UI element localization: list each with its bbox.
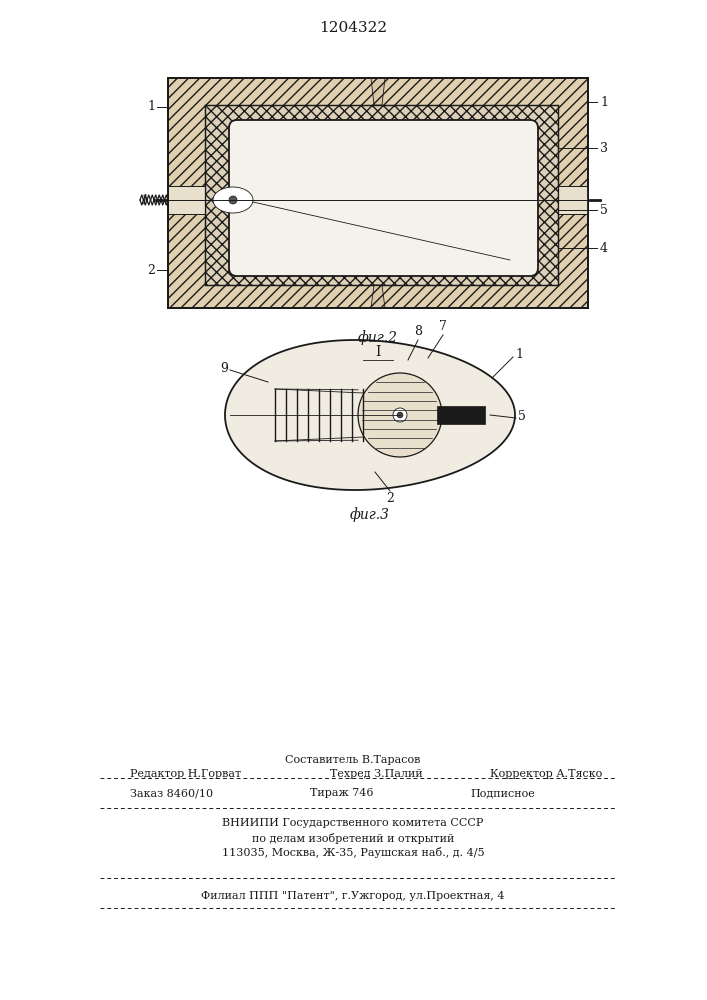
Text: Техред З.Палий: Техред З.Палий <box>330 769 423 779</box>
Text: 3: 3 <box>600 141 608 154</box>
Polygon shape <box>437 406 485 424</box>
Polygon shape <box>558 200 588 214</box>
Text: 2: 2 <box>386 492 394 505</box>
Text: 4: 4 <box>600 241 608 254</box>
Polygon shape <box>168 200 588 308</box>
Text: по делам изобретений и открытий: по делам изобретений и открытий <box>252 832 454 844</box>
Polygon shape <box>225 340 515 490</box>
Polygon shape <box>371 285 385 308</box>
Text: 8: 8 <box>414 325 422 338</box>
Circle shape <box>397 412 403 418</box>
Polygon shape <box>168 78 588 200</box>
Text: ВНИИПИ Государственного комитета СССР: ВНИИПИ Государственного комитета СССР <box>222 818 484 828</box>
Circle shape <box>393 408 407 422</box>
Text: Составитель В.Тарасов: Составитель В.Тарасов <box>286 755 421 765</box>
Text: 1204322: 1204322 <box>319 21 387 35</box>
Text: фиг.3: фиг.3 <box>350 507 390 522</box>
Circle shape <box>358 373 442 457</box>
Text: Подписное: Подписное <box>470 788 534 798</box>
Text: 113035, Москва, Ж-35, Раушская наб., д. 4/5: 113035, Москва, Ж-35, Раушская наб., д. … <box>222 848 484 858</box>
Text: 1: 1 <box>140 194 148 207</box>
Polygon shape <box>558 186 588 200</box>
Text: 1: 1 <box>147 101 155 113</box>
Text: 9: 9 <box>220 361 228 374</box>
Polygon shape <box>371 78 385 105</box>
Text: I: I <box>375 345 380 359</box>
Text: 5: 5 <box>518 410 526 422</box>
Circle shape <box>229 196 237 204</box>
Text: Редактор Н.Горват: Редактор Н.Горват <box>130 769 241 779</box>
Text: 7: 7 <box>439 320 447 333</box>
Polygon shape <box>205 105 558 285</box>
Text: 5: 5 <box>600 204 608 217</box>
Text: Заказ 8460/10: Заказ 8460/10 <box>130 788 213 798</box>
Polygon shape <box>168 200 205 214</box>
Polygon shape <box>168 186 205 200</box>
Text: 1: 1 <box>515 349 523 361</box>
Text: фиг.2: фиг.2 <box>358 330 398 345</box>
Text: 1: 1 <box>600 96 608 108</box>
Ellipse shape <box>213 187 253 213</box>
FancyBboxPatch shape <box>229 120 538 276</box>
Text: Тираж 746: Тираж 746 <box>310 788 373 798</box>
Text: 2: 2 <box>147 263 155 276</box>
Text: Филиал ППП "Патент", г.Ужгород, ул.Проектная, 4: Филиал ППП "Патент", г.Ужгород, ул.Проек… <box>201 891 505 901</box>
Text: Корректор А.Тяско: Корректор А.Тяско <box>490 769 602 779</box>
